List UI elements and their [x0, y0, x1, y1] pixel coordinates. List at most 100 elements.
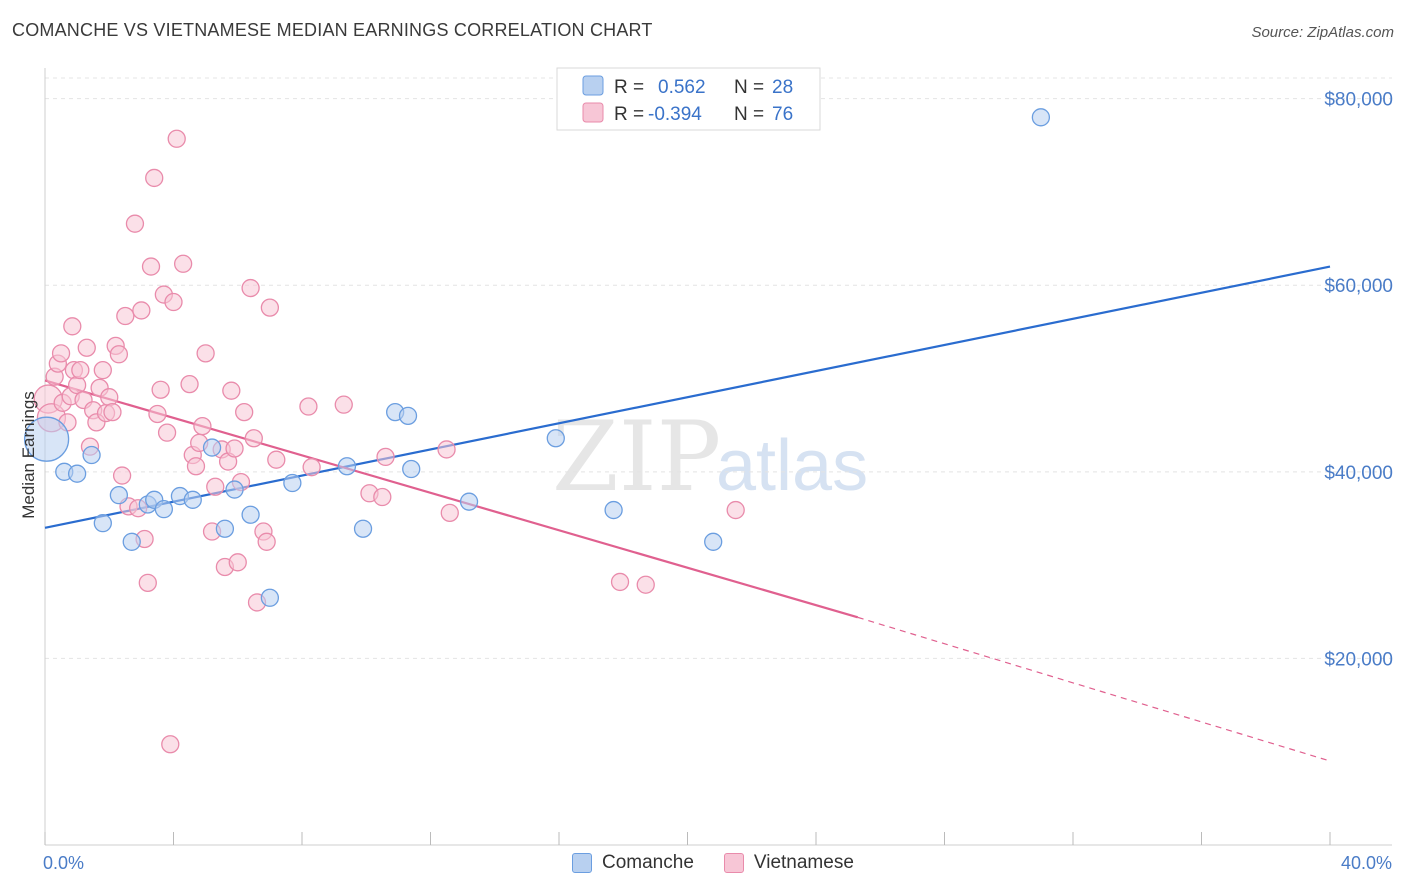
- comanche-point: [202, 438, 222, 457]
- vietnamese-point: [196, 344, 215, 363]
- swatch-vietnamese: [723, 853, 744, 873]
- watermark: ZIP atlas: [552, 401, 868, 513]
- vietnamese-point: [193, 416, 212, 436]
- watermark-zip: ZIP: [552, 401, 721, 513]
- comanche-point: [337, 457, 357, 476]
- comanche-point: [23, 416, 70, 462]
- vietnamese-trend-extension: [857, 616, 1331, 762]
- comanche-point: [82, 445, 101, 465]
- comanche-point: [122, 532, 141, 551]
- vietnamese-point: [373, 487, 392, 507]
- gridlines: [45, 77, 1392, 659]
- vietnamese-point: [112, 466, 132, 485]
- y-tick-label: $40,000: [1324, 463, 1393, 484]
- comanche-point: [398, 406, 418, 426]
- comanche-point: [260, 588, 280, 607]
- vietnamese-point: [244, 429, 263, 448]
- vietnamese-point: [206, 477, 225, 496]
- series-legend: Comanche Vietnamese: [572, 852, 884, 874]
- vietnamese-point: [151, 380, 170, 399]
- y-axis-title: Median Earnings: [19, 391, 38, 519]
- vietnamese-point: [726, 500, 745, 520]
- comanche-points: [23, 108, 1051, 607]
- comanche-point: [704, 532, 723, 551]
- vietnamese-point: [225, 439, 244, 458]
- legend-label-vietnamese: Vietnamese: [753, 852, 854, 873]
- vietnamese-points: [33, 129, 745, 754]
- vietnamese-point: [180, 374, 199, 394]
- swatch-comanche: [572, 853, 592, 873]
- comanche-point: [283, 473, 302, 493]
- vietnamese-point: [161, 735, 180, 754]
- vietnamese-point: [241, 278, 260, 298]
- legend-label-comanche: Comanche: [602, 852, 694, 873]
- comanche-point: [546, 429, 565, 448]
- comanche-point: [67, 464, 87, 483]
- legend-r-label-vietnamese: R =: [614, 104, 644, 125]
- legend-n-label-vietnamese: N =: [734, 104, 764, 125]
- comanche-point: [93, 513, 112, 533]
- vietnamese-point: [93, 360, 112, 380]
- vietnamese-point: [257, 532, 276, 551]
- comanche-trendline: [44, 265, 1331, 529]
- y-tick-label: $80,000: [1324, 90, 1393, 111]
- legend-r-label-comanche: R =: [614, 77, 644, 98]
- comanche-point: [109, 486, 129, 505]
- comanche-point: [225, 480, 244, 499]
- y-tick-label: $60,000: [1324, 276, 1393, 297]
- vietnamese-point: [636, 575, 655, 594]
- x-tick-label-max: 40.0%: [1341, 853, 1392, 873]
- vietnamese-point: [299, 397, 318, 416]
- vietnamese-point: [148, 404, 167, 424]
- legend-r-value-vietnamese: -0.394: [648, 104, 702, 125]
- comanche-point: [402, 459, 421, 479]
- watermark-atlas: atlas: [716, 426, 868, 506]
- vietnamese-point: [222, 381, 241, 400]
- vietnamese-point: [103, 402, 122, 422]
- vietnamese-point: [132, 301, 151, 320]
- comanche-point: [353, 519, 373, 538]
- comanche-point: [459, 492, 479, 511]
- legend-n-value-comanche: 28: [772, 77, 793, 98]
- correlation-legend: R = 0.562 N = 28 R = -0.394 N = 76: [556, 67, 821, 131]
- legend-swatch-vietnamese: [582, 102, 604, 123]
- vietnamese-point: [116, 306, 135, 326]
- vietnamese-point: [260, 298, 280, 317]
- vietnamese-point: [610, 572, 630, 592]
- vietnamese-point: [157, 423, 177, 442]
- vietnamese-point: [164, 292, 183, 312]
- vietnamese-point: [228, 553, 247, 572]
- vietnamese-point: [138, 573, 157, 592]
- legend-swatch-comanche: [582, 75, 604, 96]
- chart-title: COMANCHE VS VIETNAMESE MEDIAN EARNINGS C…: [12, 20, 653, 40]
- vietnamese-point: [77, 338, 96, 357]
- comanche-trend-solid: [44, 265, 1331, 529]
- comanche-point: [154, 499, 174, 519]
- vietnamese-trend-solid: [44, 379, 859, 619]
- vietnamese-point: [63, 317, 82, 336]
- legend-item-vietnamese: Vietnamese: [723, 852, 854, 874]
- vietnamese-point: [440, 503, 459, 523]
- vietnamese-point: [141, 257, 161, 276]
- comanche-point: [215, 519, 235, 538]
- legend-r-value-comanche: 0.562: [658, 77, 706, 98]
- source-credit: Source: ZipAtlas.com: [1251, 24, 1394, 41]
- vietnamese-point: [51, 344, 71, 363]
- vietnamese-point: [109, 345, 129, 364]
- comanche-point: [183, 490, 202, 509]
- comanche-point: [241, 505, 260, 524]
- vietnamese-point: [334, 395, 353, 414]
- vietnamese-point: [167, 129, 186, 148]
- y-tick-label: $20,000: [1324, 649, 1393, 670]
- comanche-point: [1031, 108, 1051, 127]
- legend-n-label-comanche: N =: [734, 77, 764, 98]
- vietnamese-point: [125, 214, 145, 233]
- vietnamese-point: [186, 457, 206, 476]
- comanche-point: [604, 500, 623, 520]
- legend-n-value-vietnamese: 76: [772, 104, 793, 125]
- vietnamese-point: [71, 360, 90, 380]
- vietnamese-point: [267, 450, 286, 469]
- legend-item-comanche: Comanche: [572, 852, 694, 874]
- vietnamese-point: [235, 402, 254, 422]
